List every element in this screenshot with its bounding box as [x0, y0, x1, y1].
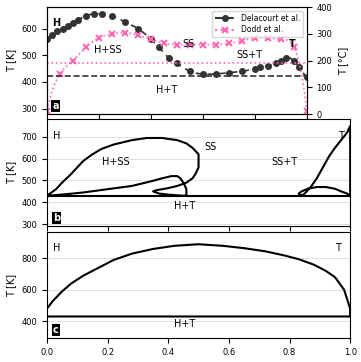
Text: H+T: H+T — [174, 320, 196, 329]
Text: H+SS: H+SS — [101, 157, 129, 167]
Text: b: b — [53, 213, 60, 223]
Text: T: T — [338, 131, 344, 141]
Text: SS+T: SS+T — [271, 157, 297, 167]
Text: H: H — [52, 18, 60, 28]
Legend: Delacourt et al., Dodd et al.: Delacourt et al., Dodd et al. — [212, 11, 303, 37]
Y-axis label: T [K]: T [K] — [6, 274, 16, 296]
Y-axis label: T [K]: T [K] — [6, 161, 16, 184]
Text: H+T: H+T — [174, 201, 196, 211]
Text: a: a — [52, 101, 58, 111]
Y-axis label: T [°C]: T [°C] — [338, 46, 348, 75]
Text: T: T — [289, 39, 295, 49]
Text: SS+T: SS+T — [237, 50, 263, 60]
Text: H: H — [53, 131, 60, 141]
Text: T: T — [335, 243, 341, 253]
Y-axis label: T [K]: T [K] — [6, 49, 16, 72]
Text: H: H — [53, 243, 60, 253]
Text: SS: SS — [182, 39, 194, 49]
Text: H+T: H+T — [156, 85, 177, 95]
Text: SS: SS — [205, 142, 217, 152]
Text: c: c — [53, 325, 59, 335]
Text: H+SS: H+SS — [94, 45, 121, 55]
